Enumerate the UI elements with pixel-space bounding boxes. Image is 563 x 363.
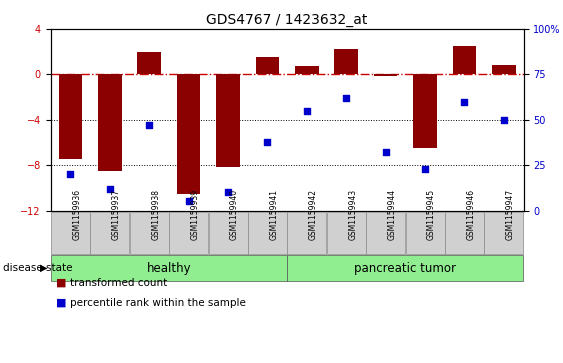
Text: GSM1159944: GSM1159944 <box>387 188 396 240</box>
Bar <box>59 74 82 159</box>
Text: disease state: disease state <box>3 263 72 273</box>
Bar <box>374 74 397 76</box>
Bar <box>492 65 516 74</box>
Text: GSM1159943: GSM1159943 <box>348 188 357 240</box>
Bar <box>90 212 129 254</box>
Bar <box>216 74 240 167</box>
Text: ▶: ▶ <box>41 263 48 273</box>
Text: percentile rank within the sample: percentile rank within the sample <box>70 298 246 308</box>
Bar <box>287 255 524 281</box>
Point <box>224 189 233 195</box>
Bar <box>413 74 437 148</box>
Bar <box>248 212 287 254</box>
Text: GSM1159936: GSM1159936 <box>72 188 81 240</box>
Point <box>184 199 193 204</box>
Bar <box>51 255 287 281</box>
Title: GDS4767 / 1423632_at: GDS4767 / 1423632_at <box>207 13 368 26</box>
Bar <box>208 212 248 254</box>
Bar <box>405 212 445 254</box>
Point <box>263 139 272 144</box>
Point <box>302 108 311 114</box>
Text: pancreatic tumor: pancreatic tumor <box>354 262 457 275</box>
Point <box>105 186 114 192</box>
Text: ■: ■ <box>56 298 67 308</box>
Bar <box>453 46 476 74</box>
Point <box>421 166 430 172</box>
Text: ■: ■ <box>56 278 67 288</box>
Point <box>381 150 390 155</box>
Point <box>145 122 154 128</box>
Text: GSM1159941: GSM1159941 <box>269 188 278 240</box>
Text: GSM1159939: GSM1159939 <box>190 188 199 240</box>
Bar <box>129 212 169 254</box>
Bar <box>445 212 484 254</box>
Text: GSM1159937: GSM1159937 <box>111 188 120 240</box>
Bar <box>287 212 327 254</box>
Point <box>499 117 508 123</box>
Text: GSM1159942: GSM1159942 <box>309 188 318 240</box>
Text: GSM1159947: GSM1159947 <box>506 188 515 240</box>
Text: GSM1159940: GSM1159940 <box>230 188 239 240</box>
Bar <box>137 52 161 74</box>
Bar <box>484 212 524 254</box>
Bar <box>256 57 279 74</box>
Bar <box>366 212 405 254</box>
Point <box>342 95 351 101</box>
Bar <box>169 212 208 254</box>
Bar <box>98 74 122 171</box>
Bar <box>177 74 200 193</box>
Text: GSM1159945: GSM1159945 <box>427 188 436 240</box>
Bar <box>51 212 90 254</box>
Bar <box>295 66 319 74</box>
Bar <box>327 212 366 254</box>
Text: GSM1159946: GSM1159946 <box>466 188 475 240</box>
Point <box>66 171 75 177</box>
Bar <box>334 49 358 74</box>
Text: GSM1159938: GSM1159938 <box>151 188 160 240</box>
Text: healthy: healthy <box>146 262 191 275</box>
Text: transformed count: transformed count <box>70 278 168 288</box>
Point <box>460 99 469 105</box>
